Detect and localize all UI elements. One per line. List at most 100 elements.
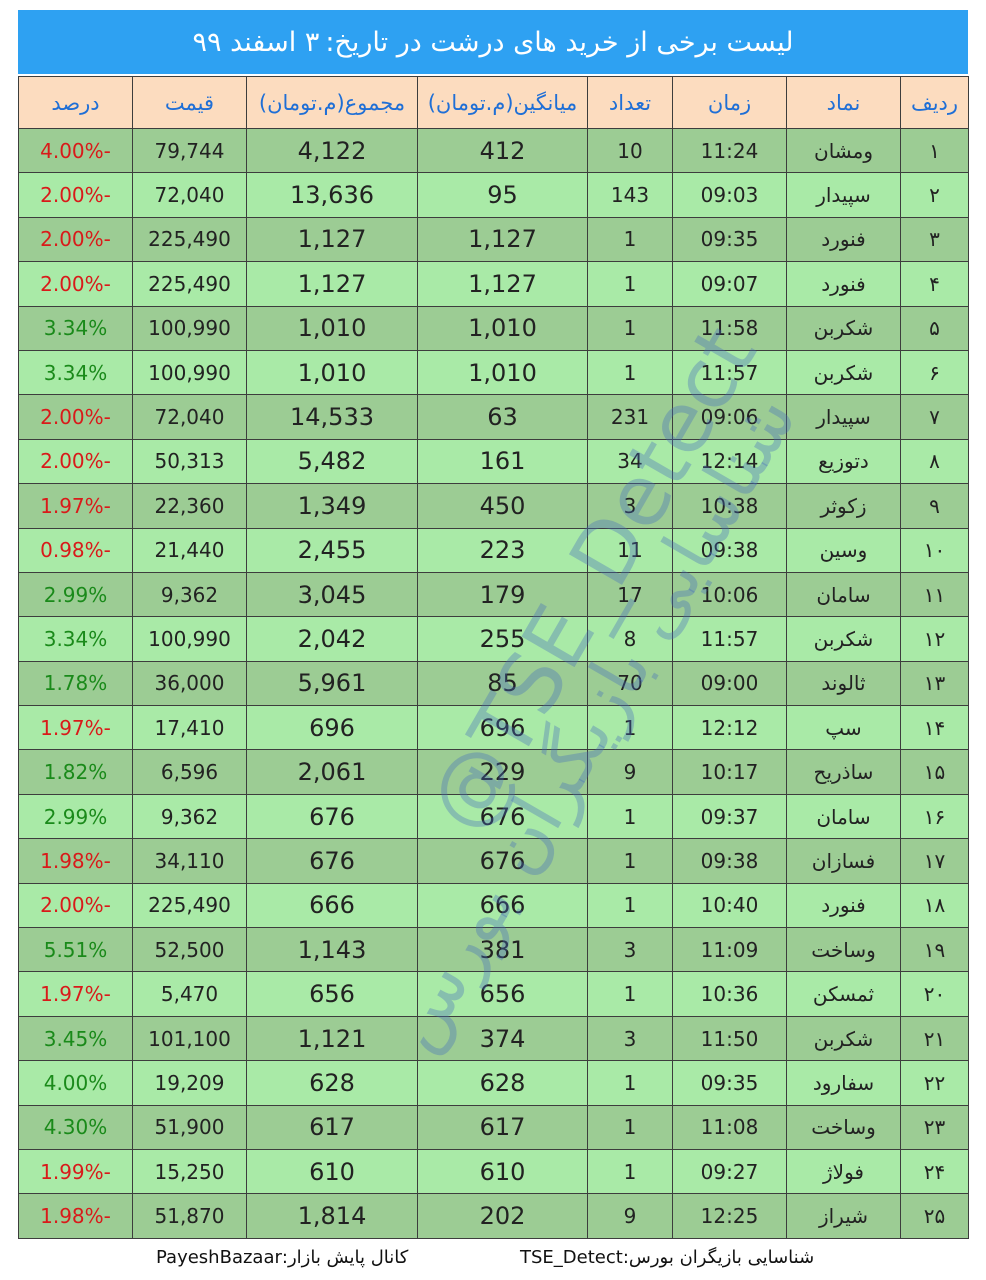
cell-price: 21,440	[132, 527, 247, 573]
cell-count: 231	[587, 394, 673, 440]
cell-time: 11:24	[672, 127, 787, 174]
cell-average: 450	[417, 483, 588, 529]
cell-count: 3	[587, 927, 673, 973]
table-row: ۱ ومشان 11:24 10 412 4,122 79,744 -4.00%	[18, 127, 969, 174]
footer-source-credit: شناسایی بازیگران بورس:TSE_Detect	[520, 1247, 815, 1268]
cell-time: 09:35	[672, 216, 787, 263]
cell-time: 12:12	[672, 705, 787, 751]
cell-percent: 2.99%	[18, 571, 133, 618]
col-header-symbol: نماد	[786, 76, 901, 129]
cell-total: 656	[246, 971, 418, 1017]
cell-index: ۱۲	[900, 616, 969, 662]
cell-time: 12:14	[672, 438, 787, 485]
cell-time: 10:38	[672, 483, 787, 529]
cell-index: ۴	[900, 261, 969, 307]
cell-total: 3,045	[246, 571, 418, 618]
table-row: ۹ زکوثر 10:38 3 450 1,349 22,360 -1.97%	[18, 483, 969, 529]
cell-count: 17	[587, 571, 673, 618]
cell-average: 1,127	[417, 261, 588, 307]
cell-count: 1	[587, 261, 673, 307]
cell-total: 696	[246, 705, 418, 751]
cell-count: 1	[587, 882, 673, 929]
cell-symbol: وساخت	[786, 927, 901, 973]
cell-percent: 4.00%	[18, 1060, 133, 1106]
cell-price: 5,470	[132, 971, 247, 1017]
col-header-average: میانگین(م.تومان)	[417, 76, 588, 129]
cell-percent: -1.99%	[18, 1148, 133, 1195]
table-row: ۱۰ وسین 09:38 11 223 2,455 21,440 -0.98%	[18, 527, 969, 573]
cell-time: 10:40	[672, 882, 787, 929]
cell-index: ۱۶	[900, 793, 969, 840]
cell-price: 6,596	[132, 749, 247, 795]
cell-average: 255	[417, 616, 588, 662]
cell-average: 610	[417, 1148, 588, 1195]
cell-total: 5,482	[246, 438, 418, 485]
cell-total: 5,961	[246, 660, 418, 707]
table-row: ۱۳ ثالوند 09:00 70 85 5,961 36,000 1.78%	[18, 660, 969, 707]
cell-price: 17,410	[132, 705, 247, 751]
cell-average: 229	[417, 749, 588, 795]
cell-count: 1	[587, 1148, 673, 1195]
cell-average: 676	[417, 838, 588, 884]
cell-price: 51,870	[132, 1193, 247, 1239]
cell-price: 72,040	[132, 172, 247, 218]
trades-table: ردیف نماد زمان تعداد میانگین(م.تومان) مج…	[18, 76, 969, 1239]
cell-percent: -2.00%	[18, 438, 133, 485]
cell-average: 1,010	[417, 305, 588, 351]
cell-percent: -2.00%	[18, 172, 133, 218]
cell-count: 143	[587, 172, 673, 218]
cell-percent: -2.00%	[18, 216, 133, 263]
cell-symbol: سامان	[786, 793, 901, 840]
cell-time: 10:06	[672, 571, 787, 618]
cell-total: 13,636	[246, 172, 418, 218]
cell-total: 1,143	[246, 927, 418, 973]
cell-percent: 3.45%	[18, 1015, 133, 1062]
cell-count: 1	[587, 838, 673, 884]
cell-symbol: زکوثر	[786, 483, 901, 529]
cell-time: 11:08	[672, 1104, 787, 1150]
cell-index: ۱۸	[900, 882, 969, 929]
cell-total: 1,010	[246, 305, 418, 351]
cell-average: 381	[417, 927, 588, 973]
cell-index: ۱۳	[900, 660, 969, 707]
cell-price: 9,362	[132, 571, 247, 618]
cell-total: 666	[246, 882, 418, 929]
cell-symbol: شکربن	[786, 1015, 901, 1062]
cell-total: 2,455	[246, 527, 418, 573]
cell-average: 412	[417, 127, 588, 174]
cell-average: 63	[417, 394, 588, 440]
cell-price: 36,000	[132, 660, 247, 707]
table-row: ۷ سپیدار 09:06 231 63 14,533 72,040 -2.00%	[18, 394, 969, 440]
cell-percent: 1.78%	[18, 660, 133, 707]
cell-index: ۲۲	[900, 1060, 969, 1106]
cell-total: 1,814	[246, 1193, 418, 1239]
cell-percent: 5.51%	[18, 927, 133, 973]
cell-symbol: فنورد	[786, 261, 901, 307]
table-row: ۱۴ سپ 12:12 1 696 696 17,410 -1.97%	[18, 705, 969, 751]
cell-index: ۹	[900, 483, 969, 529]
cell-percent: 2.99%	[18, 793, 133, 840]
cell-price: 101,100	[132, 1015, 247, 1062]
cell-count: 1	[587, 216, 673, 263]
cell-index: ۷	[900, 394, 969, 440]
cell-average: 179	[417, 571, 588, 618]
cell-total: 676	[246, 838, 418, 884]
cell-price: 100,990	[132, 616, 247, 662]
cell-index: ۲۵	[900, 1193, 969, 1239]
cell-count: 10	[587, 127, 673, 174]
cell-average: 374	[417, 1015, 588, 1062]
cell-index: ۱۰	[900, 527, 969, 573]
cell-time: 11:57	[672, 616, 787, 662]
cell-symbol: سامان	[786, 571, 901, 618]
col-header-index: ردیف	[900, 76, 969, 129]
cell-symbol: سپیدار	[786, 172, 901, 218]
cell-time: 09:38	[672, 527, 787, 573]
cell-symbol: ومشان	[786, 127, 901, 174]
table-row: ۲۱ شکربن 11:50 3 374 1,121 101,100 3.45%	[18, 1015, 969, 1062]
title-date: ۳ اسفند ۹۹	[192, 26, 320, 58]
cell-total: 1,127	[246, 216, 418, 263]
cell-percent: 4.30%	[18, 1104, 133, 1150]
cell-symbol: فنورد	[786, 882, 901, 929]
cell-time: 12:25	[672, 1193, 787, 1239]
cell-average: 1,127	[417, 216, 588, 263]
